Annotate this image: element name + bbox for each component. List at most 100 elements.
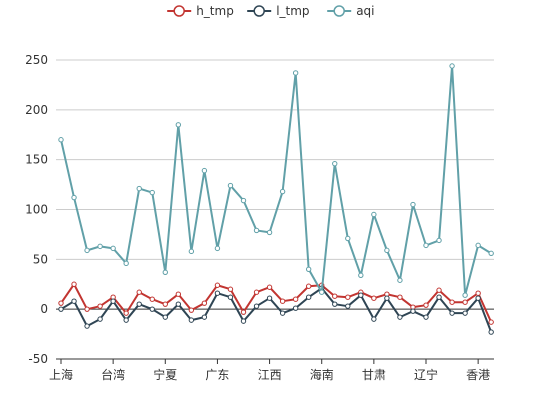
- data-point-l_tmp[interactable]: [214, 290, 221, 296]
- data-point-h_tmp[interactable]: [475, 290, 481, 296]
- data-point-l_tmp[interactable]: [110, 298, 116, 304]
- data-point-aqi[interactable]: [436, 237, 442, 244]
- data-point-l_tmp[interactable]: [488, 329, 494, 335]
- data-point-h_tmp[interactable]: [227, 286, 234, 292]
- data-point-aqi[interactable]: [305, 266, 312, 272]
- data-point-h_tmp[interactable]: [188, 307, 195, 313]
- data-point-l_tmp[interactable]: [84, 323, 90, 329]
- data-point-h_tmp[interactable]: [201, 300, 208, 306]
- data-point-h_tmp[interactable]: [292, 296, 299, 302]
- data-point-h_tmp[interactable]: [214, 282, 221, 288]
- data-point-l_tmp[interactable]: [305, 294, 312, 300]
- data-point-h_tmp[interactable]: [97, 303, 103, 309]
- data-point-l_tmp[interactable]: [384, 295, 390, 301]
- data-point-aqi[interactable]: [97, 243, 103, 250]
- series-line-l_tmp[interactable]: [60, 287, 493, 333]
- series-line-h_tmp[interactable]: [60, 283, 493, 323]
- data-point-l_tmp[interactable]: [266, 295, 273, 301]
- data-point-h_tmp[interactable]: [488, 319, 494, 325]
- data-point-l_tmp[interactable]: [162, 314, 168, 320]
- data-point-aqi[interactable]: [123, 260, 129, 267]
- data-point-aqi[interactable]: [371, 211, 377, 218]
- data-point-h_tmp[interactable]: [84, 306, 90, 312]
- data-point-aqi[interactable]: [332, 160, 338, 167]
- data-point-aqi[interactable]: [240, 197, 247, 204]
- data-point-h_tmp[interactable]: [332, 293, 338, 299]
- data-point-l_tmp[interactable]: [58, 306, 64, 312]
- data-point-l_tmp[interactable]: [240, 318, 247, 324]
- data-point-aqi[interactable]: [266, 229, 273, 236]
- data-point-h_tmp[interactable]: [71, 281, 77, 287]
- data-point-aqi[interactable]: [410, 201, 416, 208]
- data-point-aqi[interactable]: [136, 185, 142, 192]
- data-point-h_tmp[interactable]: [162, 301, 168, 307]
- data-point-l_tmp[interactable]: [436, 294, 442, 300]
- data-point-h_tmp[interactable]: [462, 299, 468, 305]
- data-point-h_tmp[interactable]: [305, 283, 312, 289]
- data-point-aqi[interactable]: [162, 269, 168, 275]
- data-point-aqi[interactable]: [149, 189, 155, 196]
- data-point-l_tmp[interactable]: [201, 314, 208, 320]
- legend-item-aqi[interactable]: aqi: [327, 4, 375, 18]
- data-point-h_tmp[interactable]: [136, 289, 142, 295]
- data-point-l_tmp[interactable]: [371, 316, 377, 322]
- data-point-aqi[interactable]: [462, 292, 468, 298]
- data-point-aqi[interactable]: [292, 70, 299, 76]
- data-point-l_tmp[interactable]: [345, 303, 351, 309]
- data-point-l_tmp[interactable]: [475, 295, 481, 301]
- data-point-l_tmp[interactable]: [71, 298, 77, 304]
- data-point-aqi[interactable]: [358, 272, 364, 278]
- data-point-aqi[interactable]: [58, 137, 64, 143]
- data-point-l_tmp[interactable]: [462, 310, 468, 316]
- data-point-l_tmp[interactable]: [279, 310, 286, 316]
- data-point-l_tmp[interactable]: [423, 314, 429, 320]
- data-point-l_tmp[interactable]: [410, 308, 416, 314]
- data-point-aqi[interactable]: [201, 167, 208, 174]
- data-point-l_tmp[interactable]: [449, 310, 455, 316]
- data-point-aqi[interactable]: [214, 245, 221, 252]
- data-point-l_tmp[interactable]: [175, 301, 182, 307]
- data-point-h_tmp[interactable]: [371, 295, 377, 301]
- data-point-l_tmp[interactable]: [358, 292, 364, 298]
- data-point-h_tmp[interactable]: [345, 294, 351, 300]
- data-point-aqi[interactable]: [319, 289, 325, 295]
- data-point-aqi[interactable]: [488, 250, 494, 257]
- data-point-aqi[interactable]: [449, 63, 455, 69]
- data-point-aqi[interactable]: [71, 194, 77, 201]
- data-point-h_tmp[interactable]: [253, 289, 260, 295]
- data-point-aqi[interactable]: [110, 245, 116, 252]
- data-point-aqi[interactable]: [475, 242, 481, 249]
- data-point-l_tmp[interactable]: [227, 294, 234, 300]
- data-point-l_tmp[interactable]: [188, 317, 195, 323]
- data-point-h_tmp[interactable]: [279, 298, 286, 304]
- data-point-l_tmp[interactable]: [97, 316, 103, 322]
- data-point-h_tmp[interactable]: [397, 294, 403, 300]
- series-line-aqi[interactable]: [60, 64, 492, 297]
- data-point-h_tmp[interactable]: [240, 309, 247, 315]
- legend-item-l_tmp[interactable]: l_tmp: [247, 4, 310, 18]
- data-point-l_tmp[interactable]: [149, 306, 155, 312]
- data-point-aqi[interactable]: [423, 242, 429, 249]
- data-point-aqi[interactable]: [227, 182, 234, 189]
- data-point-aqi[interactable]: [175, 122, 182, 128]
- data-point-h_tmp[interactable]: [436, 287, 442, 293]
- data-point-h_tmp[interactable]: [149, 296, 155, 302]
- data-point-h_tmp[interactable]: [266, 284, 273, 290]
- data-point-l_tmp[interactable]: [397, 314, 403, 320]
- legend-item-h_tmp[interactable]: h_tmp: [167, 4, 234, 18]
- data-point-l_tmp[interactable]: [136, 301, 142, 307]
- data-point-l_tmp[interactable]: [123, 317, 129, 323]
- data-point-h_tmp[interactable]: [423, 302, 429, 308]
- data-point-aqi[interactable]: [384, 247, 390, 254]
- data-point-h_tmp[interactable]: [449, 299, 455, 305]
- data-point-aqi[interactable]: [279, 188, 286, 195]
- data-point-aqi[interactable]: [345, 235, 351, 242]
- data-point-h_tmp[interactable]: [175, 291, 182, 297]
- data-point-aqi[interactable]: [84, 247, 90, 254]
- data-point-aqi[interactable]: [188, 248, 195, 255]
- data-point-l_tmp[interactable]: [292, 305, 299, 311]
- data-point-l_tmp[interactable]: [332, 301, 338, 307]
- data-point-h_tmp[interactable]: [58, 300, 64, 306]
- data-point-aqi[interactable]: [397, 277, 403, 283]
- data-point-h_tmp[interactable]: [123, 310, 129, 316]
